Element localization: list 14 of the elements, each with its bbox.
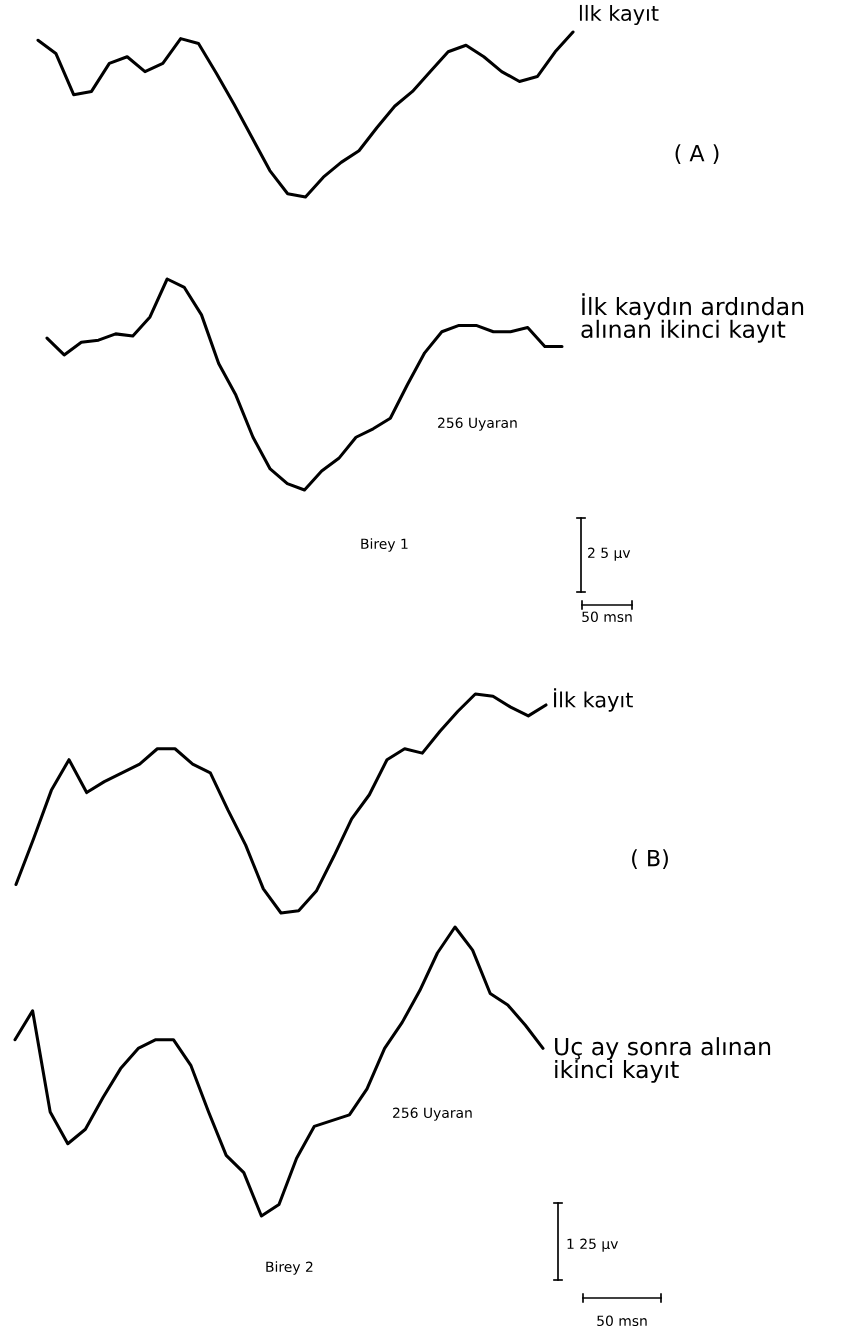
annotation: 256 Uyaran — [393, 1107, 472, 1121]
text: ( A ) — [675, 144, 719, 165]
text: ( B) — [632, 849, 668, 870]
series-label: llk kayıt — [579, 4, 659, 26]
text: Birey 1 — [361, 538, 408, 552]
text: 2 5 µv — [588, 547, 631, 561]
series-label: İlk kayıt — [554, 688, 633, 712]
text: Birey 2 — [266, 1261, 313, 1275]
text: 50 msn — [597, 1315, 647, 1327]
text: 1 25 µv — [567, 1238, 618, 1252]
series-label: İlk kaydın ardından alınan ikinci kayıt — [581, 293, 804, 343]
annotation: 256 Uyaran — [438, 417, 517, 431]
series-label: Uç ay sonra alınan ikinci kayıt — [555, 1037, 771, 1083]
text: 50 msn — [582, 611, 632, 623]
